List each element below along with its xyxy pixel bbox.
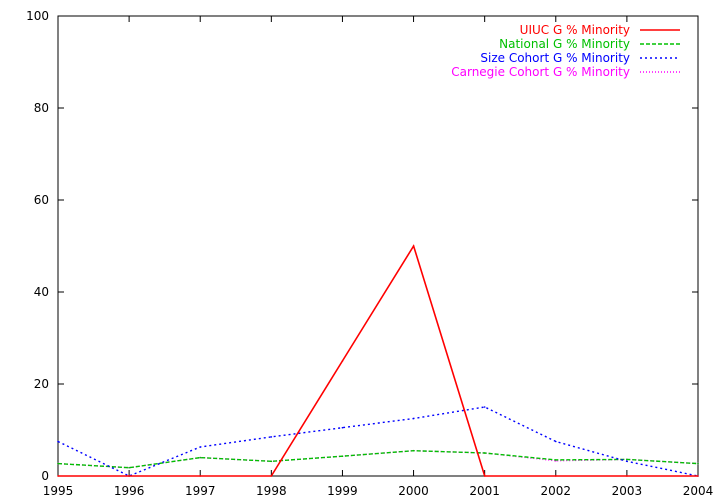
x-tick-label: 1996: [114, 484, 145, 498]
data-point: [626, 458, 628, 461]
tick-marks: 1995 1996 1997 1998 1999 2000 2001 2002 2003 2004…: [26, 9, 713, 498]
data-point: [57, 475, 59, 477]
data-point: [697, 475, 699, 477]
data-point: [270, 436, 273, 438]
data-point: [57, 440, 59, 443]
data-point: [483, 452, 486, 454]
y-tick-label: 0: [41, 469, 49, 483]
series-line-uiuc-g-minority: [58, 244, 698, 477]
x-tick-label: 2003: [612, 484, 643, 498]
plot-frame: [57, 15, 699, 477]
x-tick-label: 2004: [683, 484, 714, 498]
x-tick-label: 1997: [185, 484, 216, 498]
data-point: [697, 462, 699, 465]
data-point: [341, 360, 344, 362]
y-tick-label: 40: [34, 285, 49, 299]
data-point: [554, 475, 557, 477]
data-point: [412, 245, 415, 247]
data-point: [128, 475, 130, 477]
data-point: [270, 475, 273, 477]
x-tick-label: 1999: [327, 484, 358, 498]
x-tick-label: 1998: [256, 484, 287, 498]
x-tick-label: 2002: [541, 484, 572, 498]
series-lines: [57, 244, 699, 477]
legend-label: Carnegie Cohort G % Minority: [451, 65, 630, 79]
data-point: [199, 446, 202, 448]
data-point: [412, 449, 415, 452]
y-tick-label: 60: [34, 193, 49, 207]
data-point: [270, 460, 273, 463]
legend-label: National G % Minority: [499, 37, 630, 51]
data-point: [57, 462, 59, 465]
data-point: [626, 475, 628, 477]
data-point: [483, 475, 486, 477]
data-point: [199, 475, 202, 477]
data-point: [554, 459, 557, 461]
data-point: [341, 455, 344, 458]
x-tick-label: 1995: [43, 484, 74, 498]
data-point: [199, 456, 202, 459]
series-line-national-g-minority: [57, 449, 699, 469]
axes: [57, 15, 699, 477]
y-tick-label: 80: [34, 101, 49, 115]
y-tick-label: 100: [26, 9, 49, 23]
legend-label: UIUC G % Minority: [520, 23, 630, 37]
data-point: [554, 440, 557, 443]
data-point: [412, 417, 415, 420]
data-point: [341, 426, 344, 429]
data-point: [128, 466, 130, 469]
data-point: [483, 406, 486, 408]
legend-label: Size Cohort G % Minority: [480, 51, 630, 65]
x-tick-label: 2001: [469, 484, 500, 498]
series-line-size-cohort-g-minority: [57, 406, 699, 477]
y-tick-label: 20: [34, 377, 49, 391]
data-point: [626, 460, 628, 463]
x-tick-label: 2000: [398, 484, 429, 498]
